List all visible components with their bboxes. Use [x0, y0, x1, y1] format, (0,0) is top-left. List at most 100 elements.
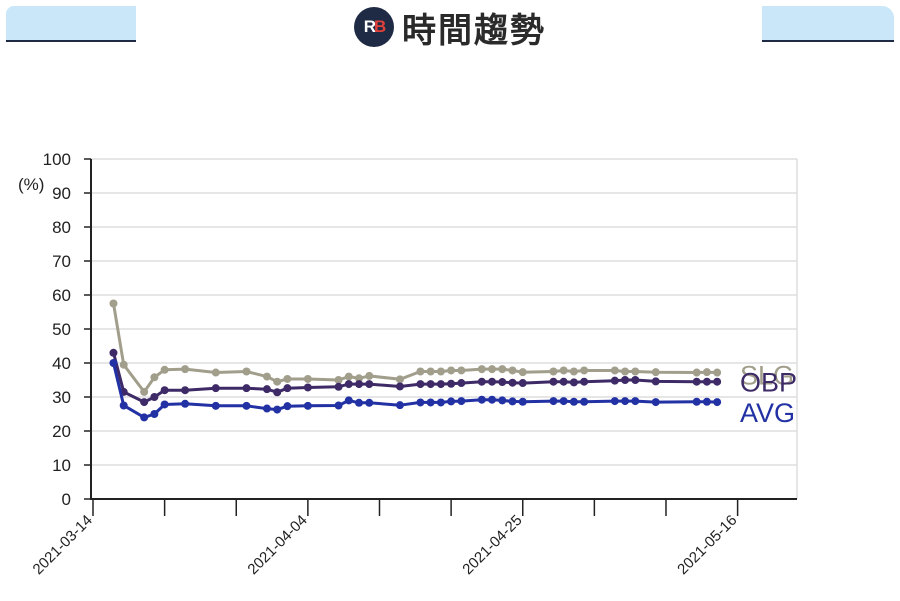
data-point-slg [549, 367, 558, 376]
y-tick-label: 80 [52, 218, 71, 237]
data-point-obp [651, 377, 660, 386]
data-point-avg [140, 413, 149, 422]
data-point-obp [395, 382, 404, 391]
data-point-obp [559, 377, 568, 386]
data-point-obp [436, 380, 445, 389]
data-point-slg [580, 366, 589, 375]
data-point-obp [549, 377, 558, 386]
data-point-avg [426, 398, 435, 407]
x-tick-label: 2021-03-14 [30, 512, 96, 578]
data-point-slg [621, 367, 630, 376]
data-point-slg [610, 366, 619, 375]
data-point-obp [702, 377, 711, 386]
data-point-slg [334, 376, 343, 384]
data-point-obp [242, 384, 251, 393]
data-point-avg [150, 410, 159, 418]
series-label-slg: SLG [740, 361, 794, 391]
data-point-avg [242, 401, 251, 410]
data-point-avg [273, 405, 282, 414]
data-point-avg [457, 397, 466, 406]
data-point-slg [344, 372, 353, 381]
y-tick-label: 40 [52, 354, 71, 373]
data-point-avg [713, 398, 722, 407]
data-point-avg [181, 399, 190, 408]
data-point-obp [569, 378, 578, 387]
data-point-slg [416, 367, 425, 376]
data-point-slg [283, 374, 292, 383]
data-point-avg [344, 396, 353, 405]
data-point-avg [436, 398, 445, 407]
y-axis-label: (%) [18, 175, 44, 194]
y-tick-label: 100 [43, 150, 71, 169]
data-point-slg [508, 366, 517, 375]
data-point-slg [211, 368, 220, 377]
data-point-obp [457, 379, 466, 388]
y-tick-label: 20 [52, 422, 71, 441]
data-point-avg [518, 397, 527, 406]
series-label-avg: AVG [740, 398, 795, 428]
x-tick-label: 2021-05-16 [674, 512, 740, 578]
data-point-slg [355, 374, 364, 383]
data-point-obp [211, 384, 220, 393]
data-point-obp [416, 380, 425, 389]
data-point-obp [109, 348, 118, 357]
data-point-avg [580, 397, 589, 406]
data-point-slg [631, 367, 640, 376]
data-point-obp [631, 376, 640, 384]
data-point-slg [713, 368, 722, 377]
data-point-slg [651, 368, 660, 377]
data-point-slg [242, 367, 251, 376]
data-point-obp [508, 378, 517, 387]
data-point-slg [160, 365, 169, 374]
data-point-slg [303, 374, 312, 383]
data-point-avg [508, 397, 517, 406]
data-point-avg [651, 398, 660, 407]
data-point-avg [334, 401, 343, 410]
data-point-obp [477, 377, 486, 386]
data-point-slg [488, 365, 497, 374]
data-point-avg [621, 397, 630, 406]
data-point-obp [580, 377, 589, 386]
data-point-avg [569, 397, 578, 406]
data-point-slg [109, 299, 118, 308]
data-point-avg [477, 395, 486, 404]
data-point-obp [150, 393, 159, 401]
data-point-avg [447, 397, 456, 406]
x-tick-label: 2021-04-25 [459, 512, 525, 578]
data-point-slg [436, 367, 445, 376]
logo-letter-b: B [374, 17, 386, 36]
data-point-slg [498, 365, 507, 374]
data-point-avg [416, 398, 425, 407]
data-point-avg [498, 396, 507, 405]
data-point-slg [569, 367, 578, 376]
data-point-obp [273, 388, 282, 397]
data-point-obp [181, 386, 190, 395]
data-point-obp [355, 380, 364, 389]
data-point-slg [457, 366, 466, 375]
data-point-obp [262, 385, 271, 394]
data-point-avg [355, 398, 364, 407]
data-point-obp [713, 377, 722, 386]
data-point-obp [303, 383, 312, 392]
x-tick-label: 2021-04-04 [244, 512, 310, 578]
data-point-avg [488, 395, 497, 404]
data-point-obp [692, 377, 701, 386]
y-tick-label: 10 [52, 456, 71, 475]
logo-letter-r: R [363, 17, 376, 36]
data-point-avg [365, 398, 374, 407]
data-point-obp [334, 382, 343, 391]
y-tick-label: 90 [52, 184, 71, 203]
page-title: 時間趨勢 [402, 11, 546, 50]
data-point-avg [303, 401, 312, 410]
data-point-slg [559, 366, 568, 375]
data-point-slg [273, 377, 282, 386]
y-tick-label: 30 [52, 388, 71, 407]
data-point-slg [702, 368, 711, 377]
data-point-avg [631, 397, 640, 406]
data-point-slg [150, 373, 159, 382]
series-line-slg [112, 303, 718, 394]
data-point-obp [283, 384, 292, 393]
series-line-obp [112, 352, 718, 404]
